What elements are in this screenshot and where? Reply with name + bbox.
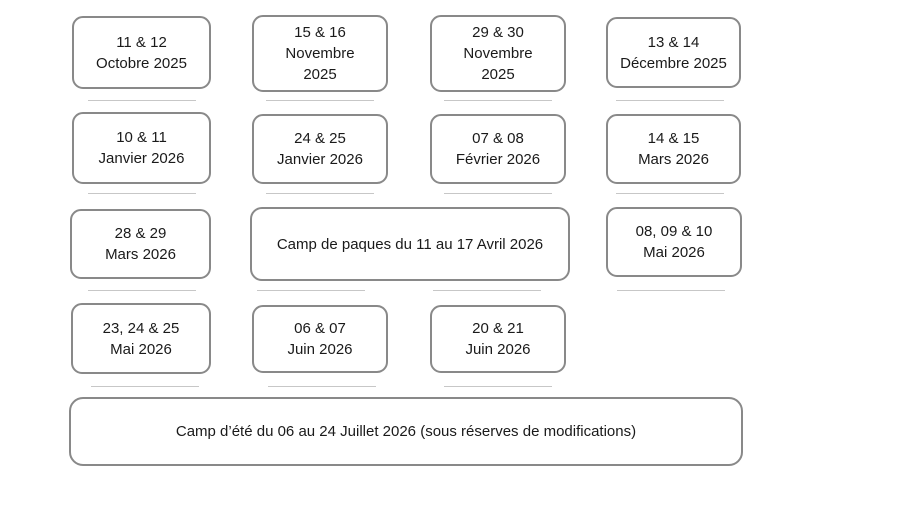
box-shadow-line [266,193,374,194]
date-text-line: 2025 [481,66,515,83]
box-shadow-line [444,100,552,101]
date-text-line: Mai 2026 [643,244,705,261]
camp-ete-text: Camp d’été du 06 au 24 Juillet 2026 (sou… [175,423,637,440]
date-text-line: 28 & 29 [114,225,167,242]
date-box-juin-06-07: 06 & 07 Juin 2026 [252,305,388,373]
camp-paques-box: Camp de paques du 11 au 17 Avril 2026 [250,207,570,281]
date-box-mars-14-15: 14 & 15 Mars 2026 [606,114,741,184]
box-shadow-line [266,100,374,101]
date-text-line: 07 & 08 [472,130,524,147]
date-text-line: Janvier 2026 [98,150,185,167]
date-text-line: 13 & 14 [647,33,700,51]
date-box-janvier-24-25: 24 & 25 Janvier 2026 [252,114,388,184]
date-text-line: 10 & 11 [116,129,167,146]
box-shadow-line [257,290,365,291]
date-text-line: Juin 2026 [287,341,353,358]
box-shadow-line [268,386,376,387]
box-shadow-line [88,193,196,194]
date-text-line: 06 & 07 [294,320,346,337]
camp-ete-box: Camp d’été du 06 au 24 Juillet 2026 (sou… [69,397,743,466]
date-text-line: Octobre 2025 [96,54,187,72]
date-box-fevrier-07-08: 07 & 08 Février 2026 [430,114,566,184]
date-box-mai-23-24-25: 23, 24 & 25 Mai 2026 [71,303,211,374]
date-box-mars-28-29: 28 & 29 Mars 2026 [70,209,211,279]
date-text-line: Mars 2026 [638,151,709,168]
date-text-line: 08, 09 & 10 [635,223,713,240]
date-text-line: Mai 2026 [110,340,172,358]
date-box-juin-20-21: 20 & 21 Juin 2026 [430,305,566,373]
date-text-line: Juin 2026 [465,341,531,358]
date-text-line: 29 & 30 [472,24,524,41]
date-text-line: 15 & 16 [294,24,346,41]
box-shadow-line [616,193,724,194]
date-text-line: 20 & 21 [472,320,524,337]
box-shadow-line [88,290,196,291]
date-text-line: Décembre 2025 [620,54,727,72]
box-shadow-line [433,290,541,291]
box-shadow-line [616,100,724,101]
date-box-mai-08-09-10: 08, 09 & 10 Mai 2026 [606,207,742,277]
box-shadow-line [91,386,199,387]
date-box-novembre-29-30: 29 & 30 Novembre 2025 [430,15,566,92]
date-text-line: 14 & 15 [647,130,700,147]
date-box-janvier-10-11: 10 & 11 Janvier 2026 [72,112,211,184]
date-text-line: Janvier 2026 [277,151,363,168]
date-box-novembre-15-16: 15 & 16 Novembre 2025 [252,15,388,92]
box-shadow-line [444,193,552,194]
date-text-line: Février 2026 [455,151,541,168]
box-shadow-line [88,100,196,101]
box-shadow-line [617,290,725,291]
date-text-line: 23, 24 & 25 [102,319,180,337]
date-box-octobre-11-12: 11 & 12 Octobre 2025 [72,16,211,89]
date-text-line: 24 & 25 [294,130,346,147]
camp-paques-text: Camp de paques du 11 au 17 Avril 2026 [276,235,544,253]
date-text-line: Novembre [463,45,533,62]
date-box-decembre-13-14: 13 & 14 Décembre 2025 [606,17,741,88]
box-shadow-line [444,386,552,387]
date-text-line: 11 & 12 [116,33,167,51]
date-text-line: Novembre [285,45,355,62]
date-text-line: 2025 [303,66,337,83]
date-text-line: Mars 2026 [105,246,176,263]
